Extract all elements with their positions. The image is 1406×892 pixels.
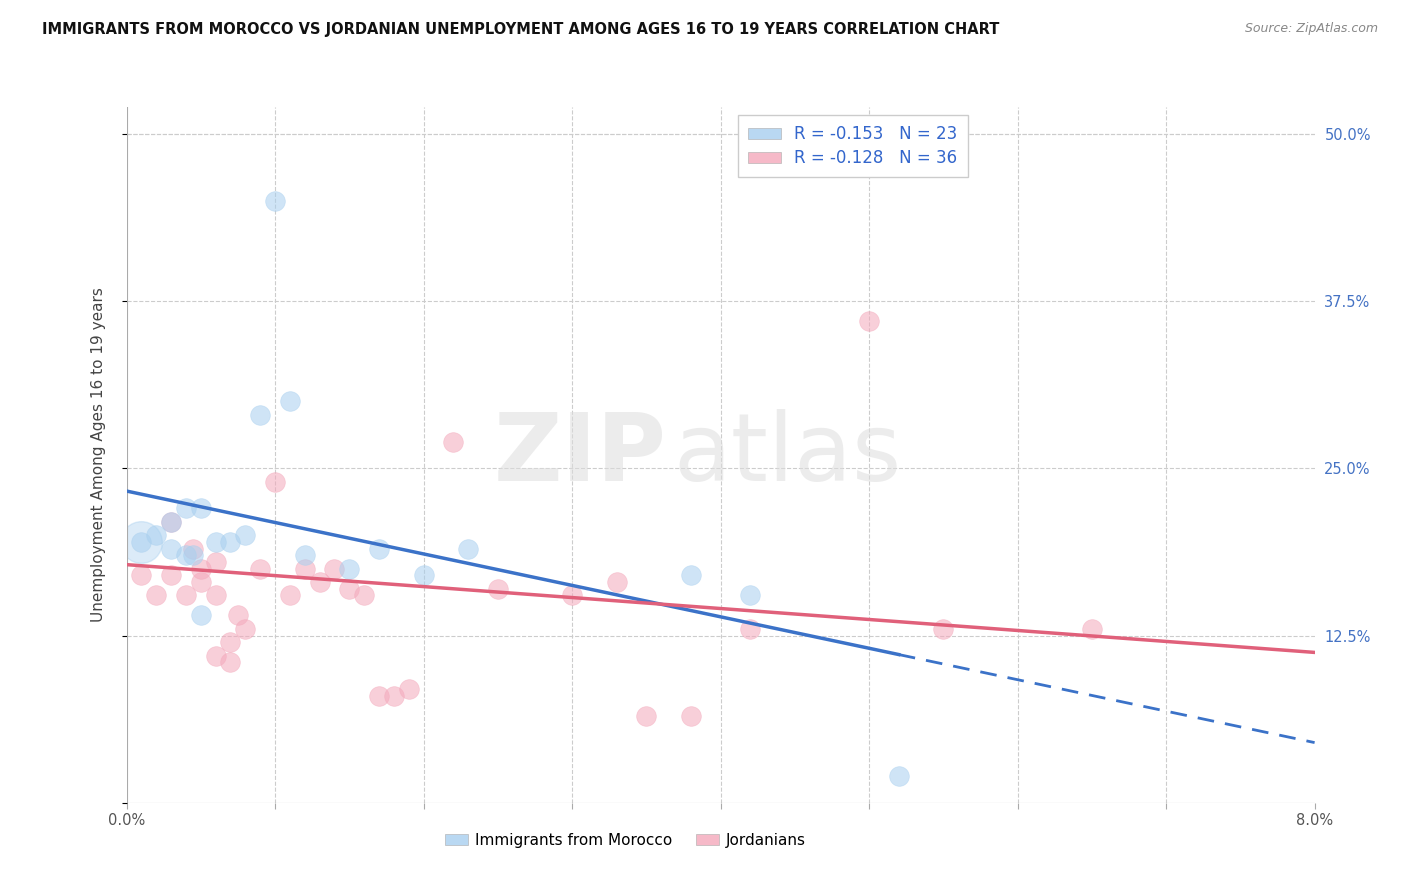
Point	[1081, 622, 1104, 636]
Point	[190, 575, 212, 590]
Legend: Immigrants from Morocco, Jordanians: Immigrants from Morocco, Jordanians	[439, 827, 813, 855]
Point	[160, 515, 183, 529]
Y-axis label: Unemployment Among Ages 16 to 19 years: Unemployment Among Ages 16 to 19 years	[91, 287, 105, 623]
Point	[204, 555, 226, 569]
Point	[887, 769, 910, 783]
Point	[145, 589, 167, 603]
Point	[249, 562, 271, 576]
Point	[457, 541, 479, 556]
Point	[740, 589, 762, 603]
Point	[190, 501, 212, 516]
Point	[249, 408, 271, 422]
Point	[636, 708, 658, 723]
Point	[174, 501, 197, 516]
Point	[160, 515, 183, 529]
Point	[606, 575, 628, 590]
Point	[740, 622, 762, 636]
Point	[160, 541, 183, 556]
Point	[204, 648, 226, 663]
Point	[308, 575, 330, 590]
Point	[160, 568, 183, 582]
Point	[353, 589, 375, 603]
Point	[131, 568, 153, 582]
Point	[679, 708, 702, 723]
Point	[486, 582, 509, 596]
Point	[233, 528, 256, 542]
Point	[204, 535, 226, 549]
Point	[294, 548, 316, 563]
Point	[382, 689, 405, 703]
Point	[368, 541, 391, 556]
Point	[441, 434, 464, 449]
Point	[183, 548, 205, 563]
Point	[145, 528, 167, 542]
Text: IMMIGRANTS FROM MOROCCO VS JORDANIAN UNEMPLOYMENT AMONG AGES 16 TO 19 YEARS CORR: IMMIGRANTS FROM MOROCCO VS JORDANIAN UNE…	[42, 22, 1000, 37]
Point	[190, 608, 212, 623]
Point	[233, 622, 256, 636]
Point	[219, 535, 242, 549]
Point	[278, 589, 301, 603]
Point	[204, 589, 226, 603]
Point	[131, 535, 153, 549]
Point	[226, 608, 249, 623]
Text: Source: ZipAtlas.com: Source: ZipAtlas.com	[1244, 22, 1378, 36]
Point	[131, 535, 153, 549]
Point	[412, 568, 434, 582]
Point	[679, 568, 702, 582]
Point	[174, 589, 197, 603]
Point	[337, 562, 360, 576]
Text: ZIP: ZIP	[495, 409, 666, 501]
Point	[219, 655, 242, 669]
Point	[337, 582, 360, 596]
Point	[932, 622, 955, 636]
Point	[323, 562, 346, 576]
Point	[368, 689, 391, 703]
Point	[264, 194, 287, 208]
Point	[264, 475, 287, 489]
Point	[278, 394, 301, 409]
Point	[183, 541, 205, 556]
Point	[561, 589, 583, 603]
Point	[294, 562, 316, 576]
Point	[398, 681, 420, 696]
Point	[858, 314, 880, 328]
Point	[174, 548, 197, 563]
Point	[190, 562, 212, 576]
Point	[219, 635, 242, 649]
Text: atlas: atlas	[673, 409, 901, 501]
